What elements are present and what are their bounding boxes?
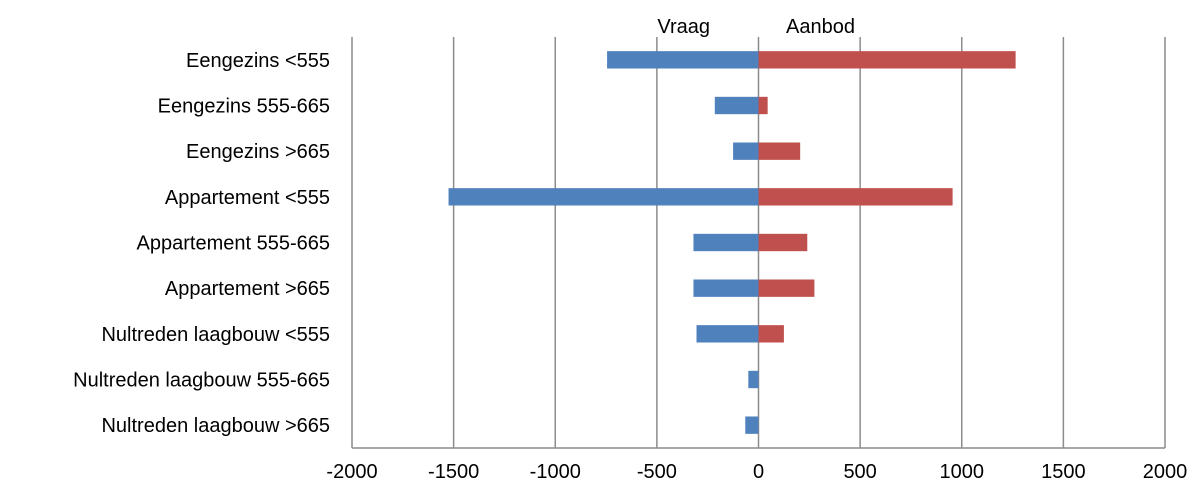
bar-aanbod-3 (758, 188, 953, 206)
category-label: Nultreden laagbouw <555 (101, 324, 330, 346)
x-tick-label: -1000 (530, 461, 581, 483)
category-label: Eengezins <555 (186, 50, 330, 72)
bar-vraag-5 (693, 279, 759, 297)
series-label-aanbod: Aanbod (786, 16, 855, 38)
x-tick-label: 2000 (1143, 461, 1188, 483)
category-label: Appartement 555-665 (137, 233, 330, 255)
bar-aanbod-1 (758, 96, 768, 115)
category-label: Eengezins 555-665 (158, 96, 330, 118)
bars (448, 51, 1016, 434)
x-tick-label: -500 (637, 461, 677, 483)
category-label: Nultreden laagbouw 555-665 (73, 370, 330, 392)
bar-aanbod-0 (758, 51, 1016, 69)
bar-vraag-4 (693, 233, 759, 252)
category-label: Appartement <555 (165, 187, 330, 209)
bar-vraag-8 (745, 416, 759, 434)
x-tick-label: 1000 (940, 461, 985, 483)
bar-vraag-6 (696, 325, 759, 343)
x-tick-label: 1500 (1041, 461, 1086, 483)
bar-vraag-2 (733, 142, 759, 160)
category-label: Appartement >665 (165, 278, 330, 300)
bar-aanbod-4 (758, 233, 808, 252)
labels: Vraag Aanbod -2000 -1500 -1000 -500 0 500 1000… (73, 16, 1187, 483)
bar-vraag-0 (607, 51, 759, 69)
bar-aanbod-5 (758, 279, 815, 297)
bar-aanbod-2 (758, 142, 801, 160)
bar-vraag-3 (448, 188, 759, 206)
bar-vraag-7 (748, 370, 759, 389)
category-label: Eengezins >665 (186, 141, 330, 163)
x-tick-label: 500 (843, 461, 876, 483)
x-tick-label: 0 (753, 461, 764, 483)
series-label-vraag: Vraag (657, 16, 710, 38)
bar-aanbod-6 (758, 325, 784, 343)
x-tick-label: -1500 (428, 461, 479, 483)
x-tick-label: -2000 (326, 461, 377, 483)
bar-vraag-1 (714, 96, 759, 115)
category-label: Nultreden laagbouw >665 (101, 415, 330, 437)
